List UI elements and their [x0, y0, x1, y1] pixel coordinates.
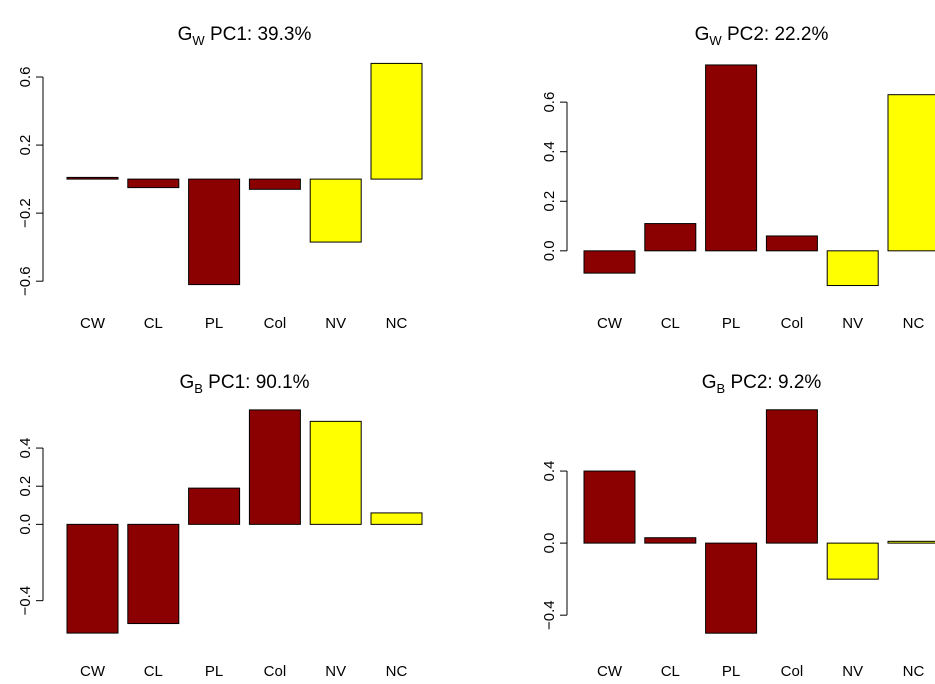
title-main: G: [702, 372, 717, 393]
x-category-label: PL: [722, 663, 740, 680]
bar-cl: [644, 537, 697, 544]
x-category-label: Col: [264, 315, 287, 332]
y-tick-label: 0.0: [541, 240, 558, 261]
y-tick-label: 0.6: [17, 67, 34, 88]
x-category-label: CW: [80, 315, 106, 332]
bar-pl: [188, 487, 241, 525]
title-main: G: [695, 24, 710, 45]
bar-nv: [826, 542, 879, 580]
bar-pl: [188, 178, 241, 286]
title-subscript: W: [709, 33, 722, 48]
x-category-label: CL: [661, 663, 680, 680]
title-main: G: [179, 372, 194, 393]
bar-col: [248, 178, 301, 190]
x-category-label: NV: [842, 663, 863, 680]
title-rest: PC1: 39.3%: [205, 24, 312, 45]
bar-cl: [644, 223, 697, 252]
bar-cl: [127, 178, 180, 189]
bar-col: [248, 409, 301, 525]
bar-cw: [66, 523, 119, 634]
y-tick-label: −0.4: [541, 600, 558, 630]
title-subscript: W: [192, 33, 205, 48]
x-category-label: CL: [144, 663, 163, 680]
bar-nc: [370, 512, 423, 525]
chart-title: GB PC2: 9.2%: [702, 372, 822, 396]
x-category-label: CL: [144, 315, 163, 332]
x-category-label: NV: [325, 663, 346, 680]
y-tick-label: 0.2: [17, 135, 34, 156]
y-tick-label: −0.2: [17, 198, 34, 228]
x-category-label: PL: [205, 315, 223, 332]
bar-nc: [887, 540, 935, 544]
chart-panel-3: GB PC1: 90.1% −0.4 0.0 0.2 0.4 CW CL PL Col NV NC: [17, 372, 423, 680]
chart-panel-4: GB PC2: 9.2% −0.4 0.0 0.4 CW CL PL Col NV NC: [541, 372, 935, 680]
bar-nc: [370, 62, 423, 180]
x-category-label: NV: [325, 315, 346, 332]
bar-cw: [583, 470, 636, 544]
x-category-label: Col: [781, 315, 804, 332]
bar-col: [765, 235, 818, 252]
title-rest: PC2: 9.2%: [725, 372, 821, 393]
title-main: G: [178, 24, 193, 45]
bar-nv: [309, 420, 362, 525]
title-subscript: B: [717, 381, 726, 396]
chart-panel-2: GW PC2: 22.2% 0.0 0.2 0.4 0.6 CW CL PL Col NV NC: [541, 24, 935, 332]
y-tick-label: 0.0: [541, 533, 558, 554]
x-category-label: NC: [903, 663, 925, 680]
y-tick-label: −0.6: [17, 266, 34, 296]
chart-title: GW PC1: 39.3%: [178, 24, 312, 48]
x-category-label: CW: [80, 663, 106, 680]
bar-nv: [309, 178, 362, 243]
y-tick-label: 0.6: [541, 92, 558, 113]
bar-nc: [887, 94, 935, 252]
bar-pl: [705, 64, 758, 252]
x-category-label: NC: [386, 315, 408, 332]
y-tick-label: 0.4: [17, 438, 34, 459]
bar-pl: [705, 542, 758, 634]
x-category-label: Col: [264, 663, 287, 680]
x-category-label: NC: [386, 663, 408, 680]
bar-cw: [583, 250, 636, 274]
y-tick-label: 0.0: [17, 514, 34, 535]
chart-title: GB PC1: 90.1%: [179, 372, 309, 396]
x-category-label: PL: [205, 663, 223, 680]
title-rest: PC1: 90.1%: [203, 372, 310, 393]
chart-panel-1: GW PC1: 39.3% −0.6 −0.2 0.2 0.6 CW CL PL Col NV NC: [17, 24, 423, 332]
bar-cw: [66, 176, 119, 180]
y-tick-label: 0.2: [17, 476, 34, 497]
x-category-label: CL: [661, 315, 680, 332]
title-rest: PC2: 22.2%: [722, 24, 829, 45]
x-category-label: PL: [722, 315, 740, 332]
y-tick-label: 0.2: [541, 191, 558, 212]
bar-col: [765, 409, 818, 544]
y-tick-label: 0.4: [541, 141, 558, 162]
x-category-label: NC: [903, 315, 925, 332]
x-category-label: Col: [781, 663, 804, 680]
title-subscript: B: [194, 381, 203, 396]
y-tick-label: 0.4: [541, 461, 558, 482]
chart-title: GW PC2: 22.2%: [695, 24, 829, 48]
x-category-label: CW: [597, 663, 623, 680]
x-category-label: CW: [597, 315, 623, 332]
bar-cl: [127, 523, 180, 625]
y-tick-label: −0.4: [17, 586, 34, 616]
x-category-label: NV: [842, 315, 863, 332]
bar-nv: [826, 250, 879, 287]
